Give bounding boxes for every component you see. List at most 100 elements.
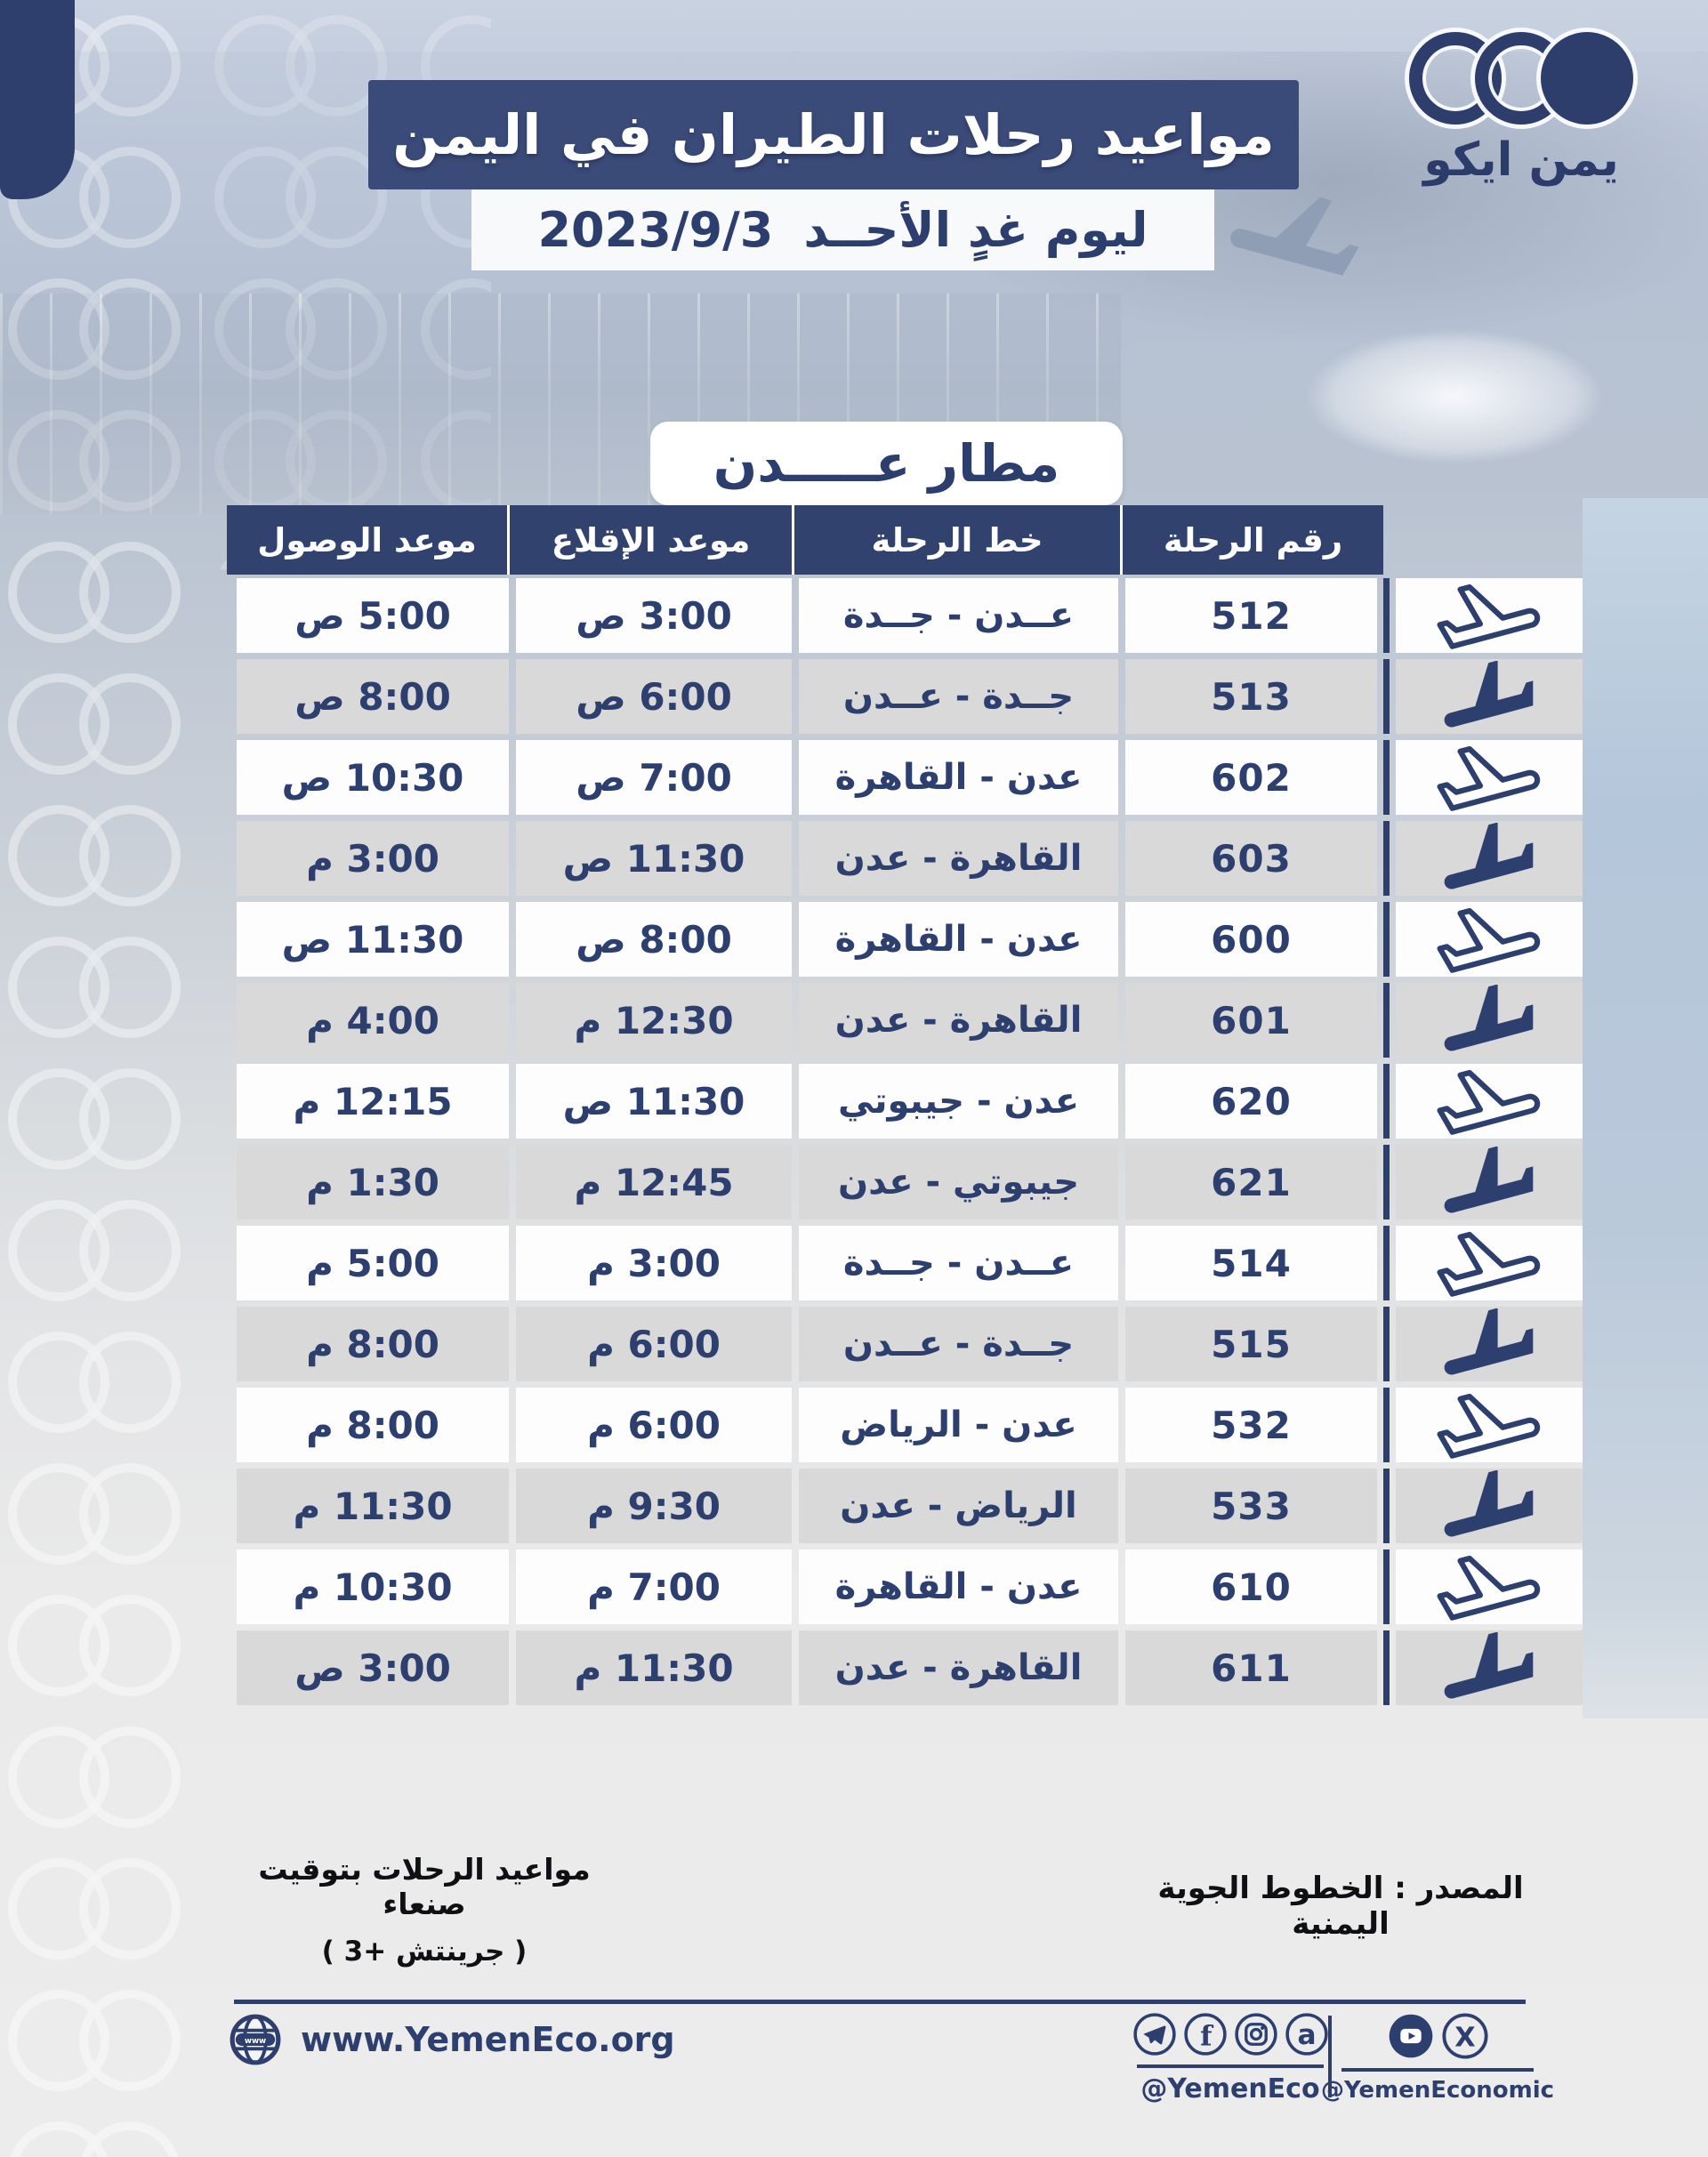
- row-divider: [1383, 983, 1390, 1058]
- date-label: ليوم غدٍ الأحــد: [803, 202, 1148, 258]
- social-icons-row-1: f a: [1132, 2012, 1329, 2056]
- svg-text:www: www: [245, 2037, 266, 2046]
- table-row: 611 القاهرة - عدن 11:30 م 3:00 ص: [227, 1630, 1583, 1705]
- table-row: 600 عدن - القاهرة 8:00 ص 11:30 ص: [227, 902, 1583, 977]
- plane-icon-cell: [1396, 821, 1583, 896]
- flight-route-cell: عدن - القاهرة: [799, 1549, 1118, 1624]
- ring-chain-pattern: [0, 0, 206, 2157]
- flight-route-cell: عــدن - جــدة: [799, 1226, 1118, 1300]
- plane-icon-cell: [1396, 1307, 1583, 1381]
- landing-icon: [1444, 985, 1534, 1051]
- flight-route-cell: عدن - القاهرة: [799, 740, 1118, 815]
- flight-number-cell: 602: [1125, 740, 1377, 815]
- instagram-icon[interactable]: [1234, 2012, 1278, 2056]
- svg-text:X: X: [1454, 2022, 1475, 2053]
- arrival-time-cell: 10:30 م: [237, 1549, 509, 1624]
- landing-icon: [1444, 661, 1534, 728]
- arrival-time-cell: 8:00 م: [237, 1388, 509, 1462]
- flight-number-cell: 512: [1125, 578, 1377, 653]
- website-url[interactable]: www.YemenEco.org: [301, 2020, 675, 2059]
- departure-time-cell: 7:00 م: [516, 1549, 792, 1624]
- row-divider: [1383, 1145, 1390, 1219]
- table-row: 512 عــدن - جــدة 3:00 ص 5:00 ص: [227, 578, 1583, 653]
- telegram-icon[interactable]: [1132, 2012, 1177, 2056]
- takeoff-icon: [1437, 907, 1541, 973]
- date-strip: ليوم غدٍ الأحــد 2023/9/3: [471, 189, 1214, 270]
- landing-icon: [1444, 1470, 1534, 1537]
- arrival-time-cell: 11:30 م: [237, 1469, 509, 1543]
- plane-icon-cell: [1396, 1469, 1583, 1543]
- source-note: المصدر : الخطوط الجوية اليمنية: [1157, 1871, 1524, 1942]
- x-icon[interactable]: X: [1441, 2012, 1489, 2060]
- col-header-departure: موعد الإقلاع: [510, 505, 794, 575]
- flight-number-cell: 601: [1125, 983, 1377, 1058]
- row-divider: [1383, 578, 1390, 653]
- col-header-route: خط الرحلة: [794, 505, 1123, 575]
- date-value: 2023/9/3: [537, 202, 774, 258]
- flight-number-cell: 600: [1125, 902, 1377, 977]
- timezone-note-line1: مواعيد الرحلات بتوقيت صنعاء: [258, 1852, 591, 1921]
- social-underline-1: [1137, 2064, 1324, 2068]
- logo-rings-icon: [1388, 32, 1655, 125]
- departure-time-cell: 6:00 ص: [516, 659, 792, 734]
- row-divider: [1383, 1630, 1390, 1705]
- flight-number-cell: 620: [1125, 1064, 1377, 1139]
- departure-time-cell: 3:00 م: [516, 1226, 792, 1300]
- right-blue-band: [1583, 498, 1708, 1718]
- row-divider: [1383, 1469, 1390, 1543]
- youtube-icon[interactable]: [1387, 2012, 1435, 2060]
- social-handle-1[interactable]: @YemenEco: [1140, 2073, 1320, 2105]
- parked-airplane-photo: [1245, 302, 1664, 507]
- plane-icon-cell: [1396, 1630, 1583, 1705]
- plane-icon-cell: [1396, 1549, 1583, 1624]
- social-underline-2: [1341, 2068, 1534, 2072]
- row-divider: [1383, 902, 1390, 977]
- table-row: 513 جــدة - عــدن 6:00 ص 8:00 ص: [227, 659, 1583, 734]
- departure-time-cell: 3:00 ص: [516, 578, 792, 653]
- arrival-time-cell: 3:00 م: [237, 821, 509, 896]
- departure-time-cell: 6:00 م: [516, 1388, 792, 1462]
- website-link[interactable]: www www.YemenEco.org: [228, 2012, 675, 2067]
- table-row: 620 عدن - جيبوتي 11:30 ص 12:15 م: [227, 1064, 1583, 1139]
- page-title: مواعيد رحلات الطيران في اليمن: [368, 80, 1299, 189]
- departure-time-cell: 11:30 ص: [516, 1064, 792, 1139]
- departure-time-cell: 11:30 م: [516, 1630, 792, 1705]
- takeoff-icon: [1437, 1231, 1541, 1297]
- departure-time-cell: 9:30 م: [516, 1469, 792, 1543]
- col-header-arrival: موعد الوصول: [227, 505, 510, 575]
- flight-route-cell: جــدة - عــدن: [799, 659, 1118, 734]
- table-row: 621 جيبوتي - عدن 12:45 م 1:30 م: [227, 1145, 1583, 1219]
- social-icons-row-2: X: [1387, 2012, 1489, 2060]
- flight-route-cell: عــدن - جــدة: [799, 578, 1118, 653]
- logo-wordmark: يمن ايكو: [1423, 133, 1619, 187]
- threads-icon[interactable]: a: [1285, 2012, 1329, 2056]
- flight-number-cell: 532: [1125, 1388, 1377, 1462]
- logo-ring-solid: [1541, 32, 1633, 125]
- departure-time-cell: 6:00 م: [516, 1307, 792, 1381]
- table-row: 533 الرياض - عدن 9:30 م 11:30 م: [227, 1469, 1583, 1543]
- row-divider: [1383, 740, 1390, 815]
- social-group-1: f a @YemenEco: [1132, 2012, 1328, 2105]
- row-divider: [1383, 1388, 1390, 1462]
- flight-number-cell: 515: [1125, 1307, 1377, 1381]
- table-row: 602 عدن - القاهرة 7:00 ص 10:30 ص: [227, 740, 1583, 815]
- facebook-icon[interactable]: f: [1183, 2012, 1228, 2056]
- table-header: رقم الرحلة خط الرحلة موعد الإقلاع موعد ا…: [227, 505, 1383, 575]
- plane-icon-cell: [1396, 1145, 1583, 1219]
- table-row: 610 عدن - القاهرة 7:00 م 10:30 م: [227, 1549, 1583, 1624]
- footer-divider: [234, 2000, 1526, 2004]
- landing-icon: [1444, 1308, 1534, 1375]
- row-divider: [1383, 1226, 1390, 1300]
- arrival-time-cell: 5:00 م: [237, 1226, 509, 1300]
- row-divider: [1383, 659, 1390, 734]
- plane-icon-cell: [1396, 902, 1583, 977]
- table-row: 532 عدن - الرياض 6:00 م 8:00 م: [227, 1388, 1583, 1462]
- plane-icon-cell: [1396, 1388, 1583, 1462]
- flight-number-cell: 514: [1125, 1226, 1377, 1300]
- social-handle-2[interactable]: @YemenEconomic: [1320, 2077, 1555, 2104]
- airport-title: مطار عـــــدن: [650, 422, 1123, 505]
- flight-route-cell: الرياض - عدن: [799, 1469, 1118, 1543]
- flight-route-cell: جيبوتي - عدن: [799, 1145, 1118, 1219]
- takeoff-icon: [1437, 1393, 1541, 1459]
